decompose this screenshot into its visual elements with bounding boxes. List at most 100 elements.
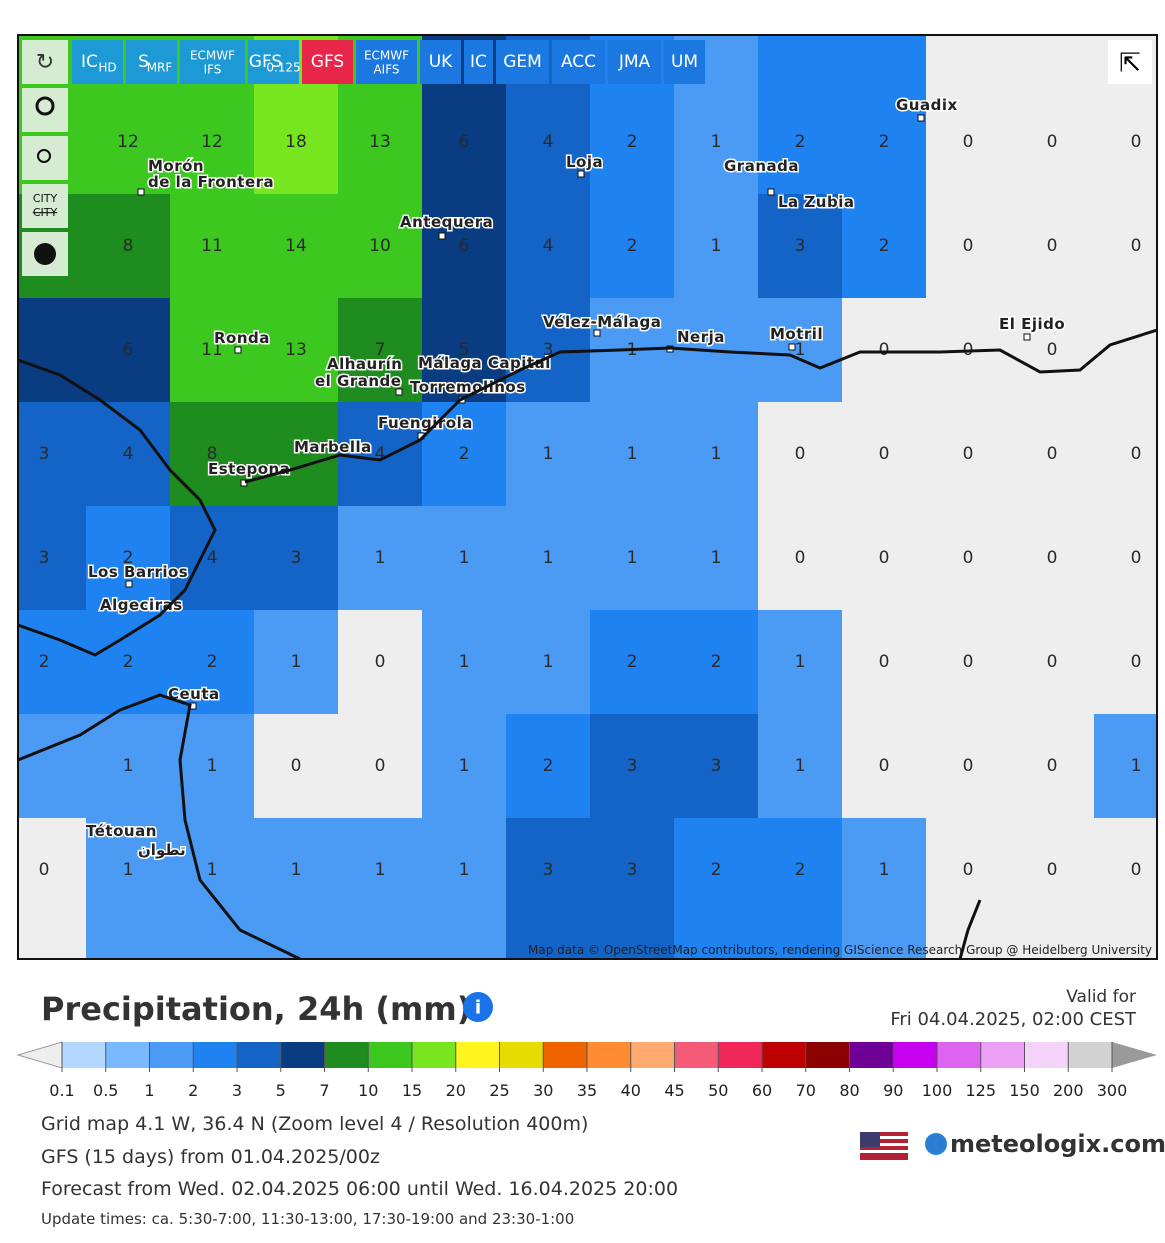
precip-cell — [590, 818, 675, 959]
legend-swatch — [893, 1042, 938, 1068]
legend-label: 80 — [839, 1081, 859, 1100]
precip-cell — [254, 818, 339, 959]
precip-cell — [926, 402, 1011, 507]
precip-cell — [422, 506, 507, 611]
legend-over — [1112, 1042, 1157, 1068]
model-button[interactable] — [552, 40, 605, 84]
place-label: Ronda — [214, 329, 270, 347]
model-button[interactable] — [464, 40, 493, 84]
precip-cell — [86, 714, 171, 819]
model-button[interactable] — [180, 40, 245, 84]
place-dot — [1023, 333, 1031, 341]
precip-cell — [758, 714, 843, 819]
cell-value: 13 — [369, 132, 391, 152]
precip-cell — [1010, 402, 1095, 507]
cell-value: 1 — [879, 860, 890, 880]
city-label: CITY — [33, 206, 58, 219]
refresh-icon: ↻ — [36, 50, 54, 75]
cell-value: 2 — [39, 652, 50, 672]
precip-cell — [422, 818, 507, 959]
model-button[interactable] — [72, 40, 123, 84]
precip-cell — [1010, 35, 1095, 195]
legend-swatch — [368, 1042, 413, 1068]
legend-label: 30 — [533, 1081, 553, 1100]
precip-cell — [674, 402, 759, 507]
pin-icon — [35, 96, 55, 116]
legend-swatch — [455, 1042, 500, 1068]
info-button[interactable] — [463, 992, 493, 1022]
precip-cell — [842, 298, 927, 403]
model-label: ECMWF — [364, 49, 409, 63]
legend-label: 60 — [752, 1081, 772, 1100]
cell-value: 2 — [795, 860, 806, 880]
cell-value: 3 — [627, 756, 638, 776]
precip-cell — [338, 506, 423, 611]
model-label: GFS — [249, 52, 282, 72]
legend-swatch — [499, 1042, 544, 1068]
legend-swatch — [543, 1042, 588, 1068]
cell-value: 1 — [459, 548, 470, 568]
model-button[interactable] — [420, 40, 461, 84]
model-sub: AIFS — [373, 63, 399, 77]
info-icon: i — [475, 997, 482, 1019]
cell-value: 0 — [1047, 652, 1058, 672]
zoom-button[interactable] — [22, 136, 68, 180]
brand[interactable]: meteologix.com — [950, 1130, 1165, 1158]
cell-value: 2 — [543, 756, 554, 776]
precip-cell — [506, 610, 591, 715]
model-button[interactable] — [126, 40, 177, 84]
location-button[interactable] — [22, 88, 68, 132]
cell-value: 3 — [711, 756, 722, 776]
model-button[interactable] — [248, 40, 299, 84]
legend-label: 40 — [621, 1081, 641, 1100]
share-button[interactable] — [1108, 40, 1152, 84]
legend-swatch — [674, 1042, 719, 1068]
cell-value: 1 — [123, 860, 134, 880]
cell-value: 0 — [963, 860, 974, 880]
precip-cell — [170, 194, 255, 299]
city-button[interactable] — [22, 184, 68, 228]
cell-value: 0 — [39, 860, 50, 880]
cell-value: 1 — [207, 756, 218, 776]
cell-value: 2 — [627, 652, 638, 672]
cell-value: 0 — [795, 444, 806, 464]
cell-value: 6 — [123, 340, 134, 360]
cell-value: 3 — [39, 444, 50, 464]
model-button[interactable] — [496, 40, 549, 84]
forecast-info: Forecast from Wed. 02.04.2025 06:00 unti… — [41, 1178, 678, 1200]
precip-cell — [338, 194, 423, 299]
cell-value: 4 — [543, 132, 554, 152]
legend-label: 2 — [188, 1081, 198, 1100]
cell-value: 1 — [459, 860, 470, 880]
precip-cell — [758, 818, 843, 959]
precip-cell — [674, 610, 759, 715]
precip-cell — [1010, 298, 1095, 403]
cell-value: 3 — [543, 340, 554, 360]
precip-cell — [926, 714, 1011, 819]
cell-value: 0 — [1047, 756, 1058, 776]
cell-value: 0 — [1047, 444, 1058, 464]
precip-cell — [338, 610, 423, 715]
valid-label: Valid for — [1066, 987, 1136, 1007]
place-dot — [234, 346, 242, 354]
precip-cell — [590, 506, 675, 611]
model-button[interactable] — [302, 40, 353, 84]
model-label: S — [138, 52, 149, 72]
cell-value: 10 — [369, 236, 391, 256]
precip-cell — [506, 714, 591, 819]
model-button[interactable] — [356, 40, 417, 84]
refresh-button[interactable] — [22, 40, 68, 84]
precip-cell — [926, 610, 1011, 715]
map-frame — [17, 34, 1158, 960]
place-label: Loja — [566, 153, 603, 171]
cell-value: 1 — [711, 236, 722, 256]
precip-cell — [842, 35, 927, 195]
legend-swatch — [193, 1042, 238, 1068]
model-button[interactable] — [608, 40, 661, 84]
cell-value: 0 — [963, 548, 974, 568]
model-button[interactable] — [664, 40, 705, 84]
precip-cell — [1094, 610, 1157, 715]
model-sub: IFS — [204, 63, 222, 77]
legend-swatch — [937, 1042, 982, 1068]
cell-value: 0 — [1131, 860, 1142, 880]
